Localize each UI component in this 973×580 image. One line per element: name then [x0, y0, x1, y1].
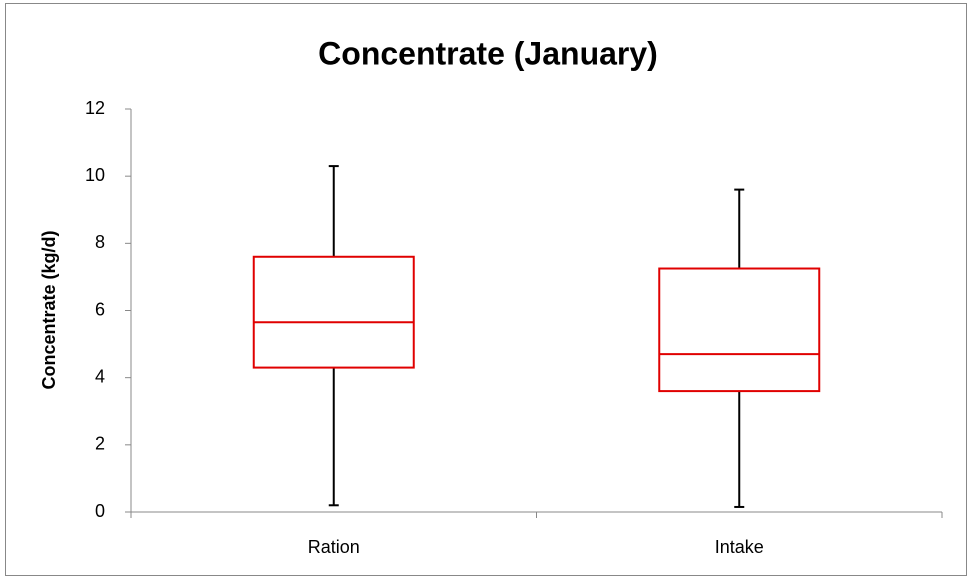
y-axis-label: Concentrate (kg/d)	[39, 230, 59, 389]
chart-frame	[5, 3, 967, 576]
y-tick-label: 10	[85, 165, 105, 185]
box	[252, 255, 415, 369]
box	[658, 267, 821, 393]
y-tick-label: 4	[95, 366, 105, 386]
chart-title: Concentrate (January)	[318, 35, 658, 71]
x-tick-label: Intake	[715, 537, 764, 557]
x-tick-label: Ration	[308, 537, 360, 557]
y-tick-label: 12	[85, 98, 105, 118]
y-tick-label: 2	[95, 434, 105, 454]
y-tick-label: 8	[95, 232, 105, 252]
y-tick-label: 0	[95, 501, 105, 521]
y-tick-label: 6	[95, 299, 105, 319]
